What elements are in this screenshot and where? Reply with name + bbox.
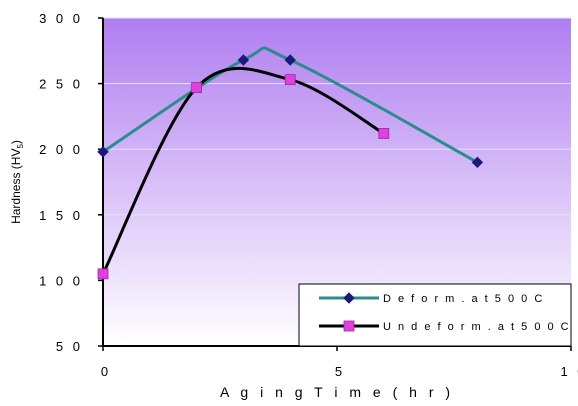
data-point	[97, 268, 109, 280]
x-tick-label: 1 0	[560, 364, 578, 379]
data-point	[471, 156, 484, 169]
series-1	[97, 46, 484, 169]
legend-item: D e f o r m . a t 5 0 0 C	[319, 292, 544, 305]
y-tick-label: 3 0 0	[39, 11, 83, 26]
x-tick-label: 0	[101, 364, 111, 379]
data-point	[97, 146, 109, 158]
data-point	[191, 82, 203, 93]
data-point	[284, 54, 296, 66]
x-tick-label: 5	[335, 364, 345, 379]
legend-marker	[343, 320, 355, 332]
y-axis-title-sub: 5	[16, 144, 25, 149]
y-tick-label: 2 0 0	[39, 142, 83, 157]
y-axis-title-main: Hardness (HV	[9, 149, 23, 224]
legend-item: U n d e f o r m . a t 5 0 0 C	[319, 320, 571, 333]
legend: D e f o r m . a t 5 0 0 C U n d e f o r m…	[298, 283, 572, 347]
series-layer	[97, 46, 484, 280]
y-axis-title: Hardness (HV5)	[9, 140, 25, 224]
series-line	[101, 66, 385, 275]
y-axis-title-close: )	[9, 140, 23, 144]
y-tick-label: 5 0	[56, 339, 83, 354]
legend-marker	[343, 292, 355, 304]
y-tick-label: 1 5 0	[39, 208, 83, 223]
x-tick-labels: 0 5 1 0	[101, 364, 578, 379]
data-point	[237, 54, 250, 66]
legend-box	[298, 283, 572, 347]
series-line	[102, 46, 479, 164]
data-point	[284, 74, 296, 86]
y-tick-label: 1 0 0	[39, 273, 83, 288]
legend-label: D e f o r m . a t 5 0 0 C	[383, 293, 544, 305]
y-tick-labels: 5 0 1 0 0 1 5 0 2 0 0 2 5 0 3 0 0	[39, 11, 83, 354]
y-tick-label: 2 5 0	[39, 77, 83, 92]
x-axis-title: A g i n g T i m e ( h r )	[220, 384, 454, 400]
legend-label: U n d e f o r m . a t 5 0 0 C	[383, 321, 571, 333]
series-2	[97, 66, 390, 280]
data-point	[378, 128, 390, 139]
